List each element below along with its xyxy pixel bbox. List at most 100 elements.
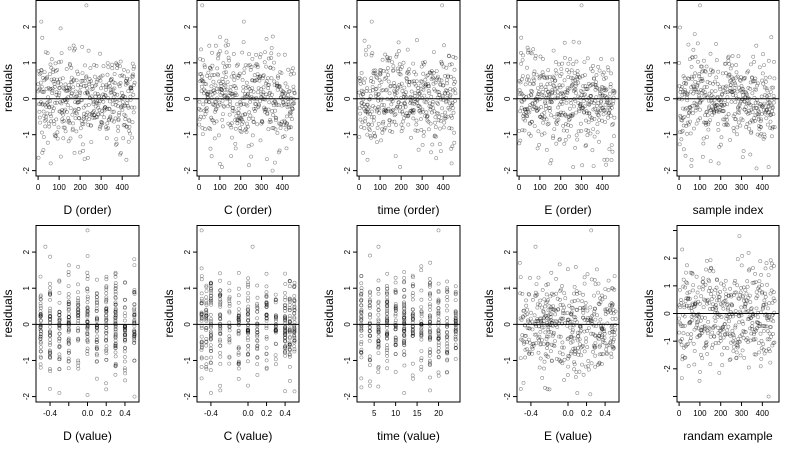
residual-point — [57, 318, 62, 323]
residual-point — [199, 310, 204, 315]
residual-point — [128, 94, 133, 99]
residual-point — [451, 55, 456, 59]
residual-point — [232, 84, 237, 89]
residual-point — [523, 107, 527, 112]
residual-point — [420, 107, 425, 112]
residual-point — [399, 129, 404, 134]
residual-point — [238, 126, 243, 131]
residual-point — [750, 91, 755, 96]
residual-point — [695, 84, 700, 89]
residual-point — [540, 288, 545, 292]
residual-point — [85, 228, 90, 233]
residual-point — [709, 67, 713, 72]
residual-point — [212, 99, 217, 104]
residual-point — [279, 103, 284, 108]
residual-point — [384, 87, 389, 92]
residual-point — [73, 46, 77, 51]
residual-point — [584, 143, 589, 148]
residual-point — [214, 99, 219, 104]
residual-point — [57, 300, 62, 305]
residual-point — [419, 79, 424, 84]
residual-point — [411, 116, 416, 121]
residual-point — [95, 315, 99, 320]
residual-point — [683, 80, 688, 85]
residual-point — [569, 351, 573, 356]
residual-point — [406, 83, 411, 88]
residual-point — [272, 160, 277, 165]
residual-point — [38, 86, 42, 91]
residual-point — [246, 318, 251, 323]
x-axis-label: time (order) — [377, 203, 439, 217]
residual-point — [377, 106, 382, 111]
residual-point — [104, 127, 109, 132]
residual-point — [283, 282, 288, 286]
residual-point — [439, 78, 444, 83]
residual-point — [246, 85, 250, 89]
residual-point — [733, 100, 738, 105]
residual-point — [568, 106, 572, 111]
residual-point — [96, 111, 100, 116]
residual-point — [602, 157, 607, 162]
residual-point — [132, 312, 137, 317]
residual-point — [38, 306, 43, 311]
residual-point — [76, 358, 81, 363]
residual-point — [544, 95, 549, 100]
residual-point — [693, 295, 698, 300]
residual-point — [594, 73, 599, 77]
residual-point — [567, 70, 572, 75]
residual-point — [760, 104, 765, 109]
residual-point — [734, 75, 739, 80]
residual-point — [104, 381, 108, 386]
residual-point — [581, 84, 586, 89]
residual-point — [71, 121, 75, 126]
residual-point — [113, 361, 118, 366]
residual-point — [542, 131, 547, 136]
residual-point — [751, 119, 755, 124]
residual-point — [727, 73, 731, 78]
residual-point — [48, 292, 53, 297]
residual-point — [552, 91, 557, 96]
residual-point — [40, 101, 45, 106]
residual-point — [419, 127, 424, 132]
residual-point — [203, 107, 208, 112]
residual-point — [700, 287, 705, 292]
residual-point — [395, 87, 400, 92]
residual-point — [730, 63, 735, 68]
residual-point — [64, 67, 69, 71]
plot-frame — [35, 0, 140, 177]
residual-point — [753, 76, 758, 81]
residual-point — [48, 369, 53, 374]
residual-point — [286, 102, 291, 107]
residual-point — [595, 122, 600, 127]
residual-point — [704, 64, 709, 69]
residual-point — [439, 61, 444, 66]
residual-point — [87, 77, 92, 81]
residual-point — [38, 362, 43, 367]
residual-point — [108, 90, 113, 95]
y-axis-label: residuals — [1, 289, 15, 337]
residual-point — [85, 90, 90, 95]
residual-point — [566, 114, 571, 119]
residual-point — [67, 62, 72, 66]
residual-point — [201, 79, 206, 84]
x-tick-label: 400 — [596, 183, 610, 192]
residual-point — [122, 297, 127, 302]
plot-frame — [676, 0, 780, 177]
residual-point — [701, 305, 706, 310]
residual-point — [76, 312, 81, 317]
residual-point — [261, 74, 265, 79]
residual-point — [579, 121, 583, 126]
residual-point — [367, 105, 372, 110]
residual-point — [48, 348, 52, 353]
residual-point — [438, 83, 443, 87]
residual-point — [225, 63, 229, 68]
residual-point — [391, 84, 396, 88]
residual-point — [701, 89, 705, 93]
residual-point — [398, 67, 403, 72]
residual-point — [402, 85, 407, 90]
residual-point — [76, 72, 80, 77]
residual-point — [579, 89, 584, 93]
residual-point — [723, 90, 728, 95]
residual-point — [595, 104, 599, 108]
residual-point — [236, 314, 241, 319]
